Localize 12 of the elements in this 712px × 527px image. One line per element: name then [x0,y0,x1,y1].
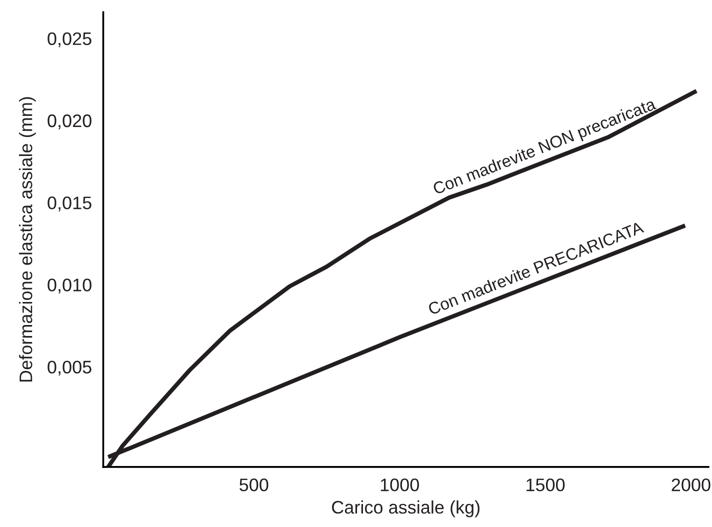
x-tick-label: 1500 [526,478,565,492]
y-tick-label: 0,025 [48,32,92,48]
x-tick-label: 1000 [380,478,419,492]
y-tick-label: 0,015 [48,196,92,212]
x-axis-title: Carico assiale (kg) [332,500,480,518]
y-axis-title: Deformazione elastica assiale (mm) [19,97,36,382]
y-tick-label: 0,020 [48,114,92,130]
x-tick-label: 500 [240,478,268,492]
y-tick-label: 0,005 [48,360,92,376]
x-tick-label: 2000 [672,478,710,492]
line-series [106,88,699,467]
y-tick-label: 0,010 [48,278,92,294]
